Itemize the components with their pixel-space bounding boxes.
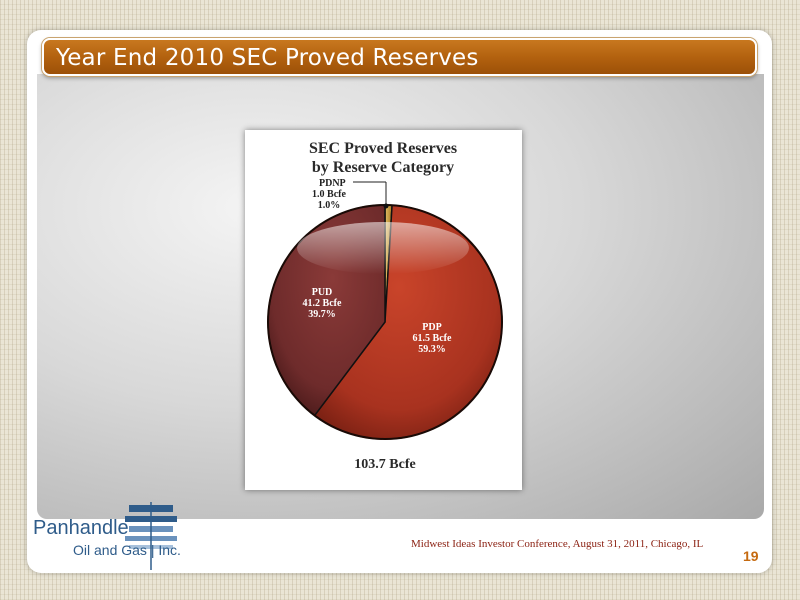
logo-line2: Oil and Gas | Inc. <box>73 542 181 558</box>
pie-chart-card: SEC Proved Reserves by Reserve Category … <box>245 130 522 490</box>
pdnp-name-label: PDNP <box>319 178 346 189</box>
logo-divider: | <box>150 542 159 558</box>
chart-total-label: 103.7 Bcfe <box>354 457 415 472</box>
slide: Year End 2010 SEC Proved Reserves <box>27 30 772 573</box>
pdp-percent-label: 59.3% <box>418 344 446 355</box>
logo-line2-text: Oil and Gas <box>73 542 147 558</box>
chart-title-line1: SEC Proved Reserves <box>309 140 457 157</box>
pie-chart: SEC Proved Reserves by Reserve Category … <box>267 140 503 472</box>
pdnp-value-label: 1.0 Bcfe <box>312 189 346 200</box>
pdnp-leader-dot <box>383 203 389 209</box>
page-number: 19 <box>743 548 759 564</box>
pie-gloss-highlight <box>297 222 469 274</box>
pdp-value-label: 61.5 Bcfe <box>413 333 452 344</box>
pud-name-label: PUD <box>312 287 333 298</box>
pud-percent-label: 39.7% <box>308 309 336 320</box>
logo-waves-icon <box>125 502 177 570</box>
logo-line1: Panhandle <box>33 517 129 539</box>
logo-line3-text: Inc. <box>158 542 181 558</box>
pdnp-percent-label: 1.0% <box>318 200 341 211</box>
chart-title-line2: by Reserve Category <box>312 159 454 176</box>
company-logo: Panhandle Oil and Gas | Inc. <box>27 498 187 573</box>
slide-title: Year End 2010 SEC Proved Reserves <box>56 45 479 71</box>
pud-value-label: 41.2 Bcfe <box>303 298 342 309</box>
title-bar: Year End 2010 SEC Proved Reserves <box>42 38 757 76</box>
pdp-name-label: PDP <box>422 322 441 333</box>
footer-text: Midwest Ideas Investor Conference, Augus… <box>411 538 704 550</box>
